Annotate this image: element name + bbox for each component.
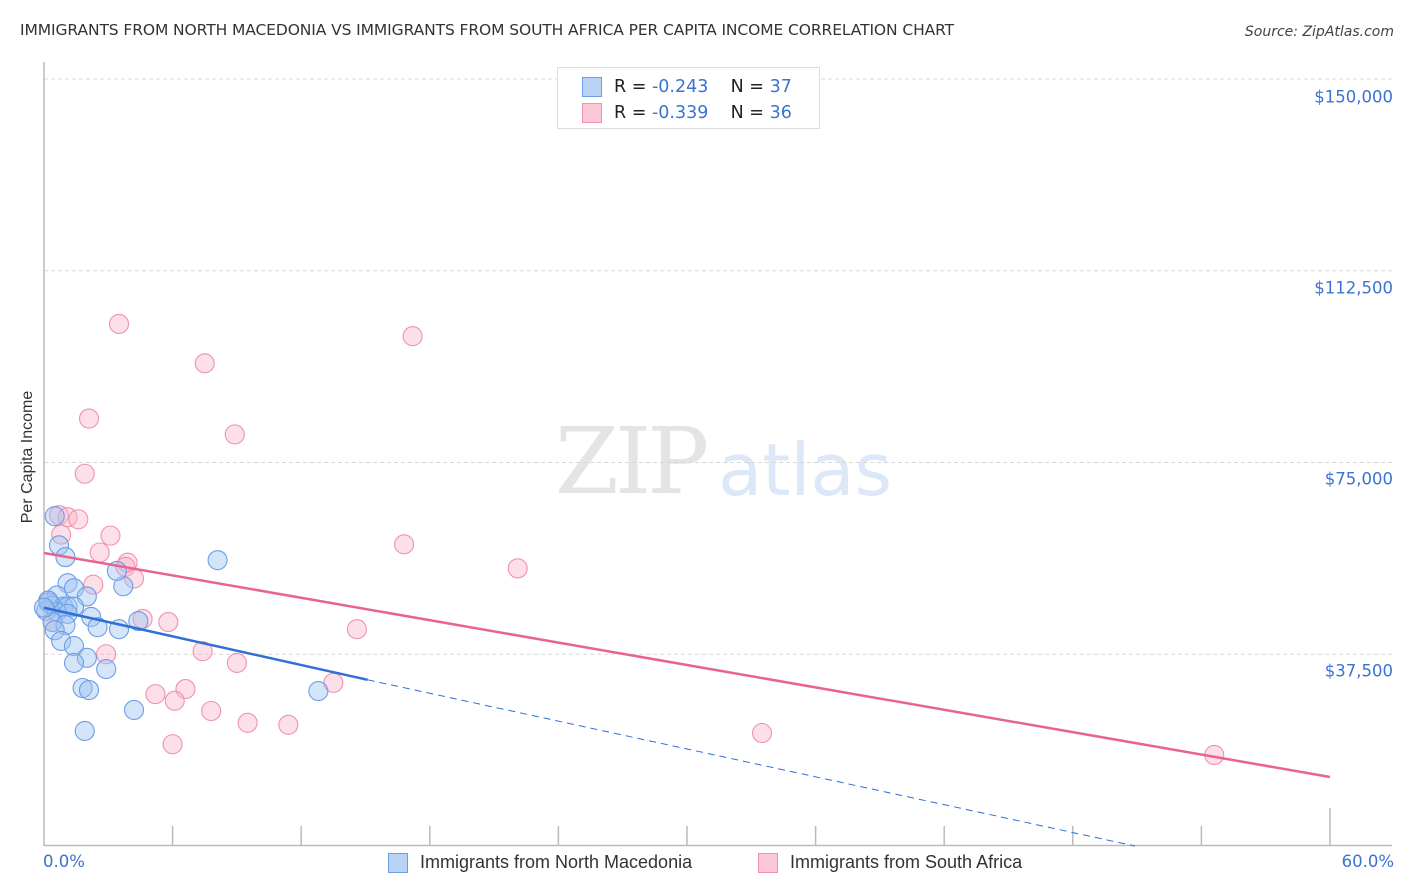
south-africa-point — [96, 644, 117, 665]
north-macedonia-point — [78, 679, 100, 701]
north-macedonia-point — [207, 550, 228, 571]
south-africa-trendline — [43, 551, 1331, 779]
blue-swatch-icon — [582, 77, 602, 97]
y-tick-150000: $150,000 — [1314, 87, 1393, 107]
south-africa-point — [78, 408, 100, 429]
north-macedonia-point — [63, 578, 85, 599]
south-africa-point — [68, 509, 89, 530]
r-value: -0.243 — [651, 77, 709, 97]
north-macedonia-point — [51, 630, 72, 652]
south-africa-point — [108, 313, 130, 334]
north-macedonia-point — [96, 659, 117, 680]
y-tick-75000: $75,000 — [1324, 469, 1393, 489]
blue-swatch-icon — [388, 852, 408, 873]
source-label: Source: ZipAtlas.com — [1244, 24, 1394, 40]
n-value: 37 — [769, 77, 792, 97]
r-value: -0.339 — [651, 103, 709, 123]
south-africa-point — [145, 684, 166, 705]
south-africa-point — [402, 326, 423, 347]
south-africa-point — [100, 525, 121, 546]
south-africa-point — [164, 690, 185, 711]
north-macedonia-point — [63, 652, 85, 673]
n-label: N = — [730, 77, 764, 97]
south-africa-point — [278, 714, 299, 735]
south-africa-point — [237, 712, 258, 733]
north-macedonia-point — [44, 620, 65, 641]
n-value: 36 — [769, 103, 792, 123]
north-macedonia-trendline-extension — [367, 679, 1136, 847]
north-macedonia-point — [44, 506, 65, 527]
y-tick-37500: $37,500 — [1324, 661, 1393, 681]
north-macedonia-point — [308, 681, 329, 702]
bottom-legend-south-africa: Immigrants from South Africa — [758, 852, 1022, 873]
north-macedonia-point — [87, 617, 108, 638]
north-macedonia-point — [63, 636, 85, 657]
series-name: Immigrants from North Macedonia — [420, 852, 693, 872]
south-africa-point — [192, 641, 213, 662]
south-africa-point — [394, 534, 415, 555]
r-label: R = — [614, 77, 647, 97]
y-tick-112500: $112,500 — [1314, 278, 1393, 298]
watermark-zip: ZIP — [555, 408, 709, 515]
south-africa-point — [507, 558, 528, 579]
north-macedonia-point — [76, 647, 97, 668]
chart-title: IMMIGRANTS FROM NORTH MACEDONIA VS IMMIG… — [20, 21, 955, 39]
south-africa-point — [226, 652, 247, 673]
pink-swatch-icon — [758, 852, 778, 873]
legend-row-north-macedonia: R = -0.243 N = 37 — [582, 75, 792, 99]
north-macedonia-point — [123, 699, 145, 721]
south-africa-point — [74, 463, 95, 484]
south-africa-point — [751, 722, 773, 744]
north-macedonia-point — [55, 615, 76, 636]
y-axis-label: Per Capita Income — [19, 390, 36, 524]
north-macedonia-point — [74, 720, 95, 742]
south-africa-point — [158, 611, 179, 633]
pink-swatch-icon — [582, 103, 602, 123]
north-macedonia-trendline — [43, 606, 368, 682]
x-tick-max: 60.0% — [1341, 852, 1394, 871]
south-africa-point — [201, 700, 222, 722]
north-macedonia-point — [113, 576, 134, 597]
x-tick-min: 0.0% — [43, 852, 85, 871]
south-africa-point — [89, 542, 110, 563]
bottom-legend-north-macedonia: Immigrants from North Macedonia — [388, 852, 692, 873]
correlation-legend: R = -0.243 N = 37 R = -0.339 N = 36 — [557, 67, 820, 129]
r-label: R = — [614, 103, 647, 123]
series-name: Immigrants from South Africa — [790, 852, 1023, 872]
south-africa-point — [224, 424, 245, 445]
north-macedonia-point — [128, 610, 149, 632]
south-africa-point — [162, 734, 183, 755]
south-africa-point — [346, 619, 367, 640]
south-africa-point — [83, 574, 104, 595]
n-label: N = — [730, 103, 764, 123]
south-africa-point — [194, 353, 215, 374]
legend-row-south-africa: R = -0.339 N = 36 — [582, 101, 792, 125]
watermark-atlas: atlas — [718, 428, 892, 512]
